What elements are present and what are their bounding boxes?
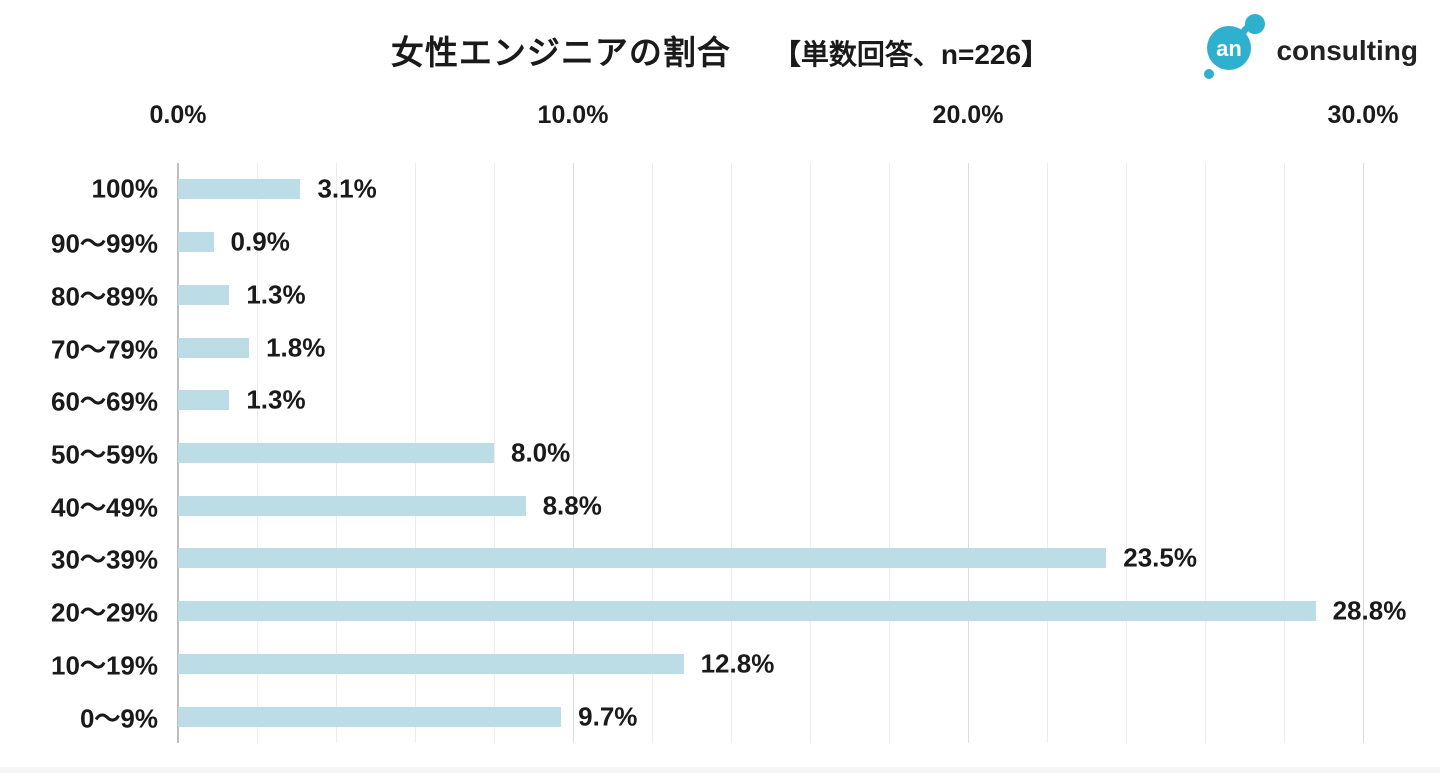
bar	[178, 653, 684, 674]
bar-value-label: 1.3%	[246, 384, 306, 415]
bar	[178, 443, 494, 463]
category-label: 40〜49%	[51, 492, 158, 523]
category-label: 70〜79%	[51, 334, 158, 365]
major-gridline	[1363, 163, 1364, 743]
x-tick-label: 20.0%	[932, 101, 1004, 129]
bar-value-label: 8.0%	[511, 437, 571, 468]
x-tick-label: 30.0%	[1327, 101, 1399, 129]
bar-value-label: 8.8%	[542, 490, 602, 521]
bar	[178, 495, 526, 516]
bar-value-label: 0.9%	[230, 226, 290, 257]
minor-gridline	[731, 163, 732, 743]
minor-gridline	[652, 163, 653, 743]
category-label: 0〜9%	[79, 703, 158, 734]
bar-value-label: 1.8%	[266, 332, 326, 363]
bar-value-label: 9.7%	[578, 701, 638, 732]
major-gridline	[968, 163, 969, 743]
bar	[178, 337, 250, 358]
category-label: 80〜89%	[51, 281, 158, 312]
category-label: 90〜99%	[51, 228, 158, 259]
an-logo-mark-icon: an	[1204, 14, 1266, 79]
bar-value-label: 1.3%	[246, 279, 306, 310]
category-label: 60〜69%	[51, 386, 158, 417]
bar	[178, 284, 230, 305]
x-tick-label: 10.0%	[537, 101, 609, 129]
chart-title-note: 【単数回答、n=226】	[772, 39, 1050, 70]
bottom-edge-strip	[0, 767, 1440, 773]
chart-title: 女性エンジニアの割合	[390, 34, 731, 71]
minor-gridline	[889, 163, 890, 743]
bar	[178, 390, 230, 411]
bar	[178, 548, 1107, 569]
minor-gridline	[810, 163, 811, 743]
category-label: 10〜19%	[51, 650, 158, 681]
category-label: 100%	[91, 173, 159, 204]
an-consulting-logo: an consulting	[1200, 8, 1418, 82]
minor-gridline	[1205, 163, 1206, 743]
major-gridline	[573, 163, 574, 743]
category-label: 30〜39%	[51, 544, 158, 575]
bar-value-label: 23.5%	[1123, 542, 1197, 573]
bar-value-label: 12.8%	[700, 648, 775, 679]
bar	[178, 601, 1316, 622]
an-logo-wordmark: consulting	[1276, 35, 1418, 66]
bar	[178, 706, 562, 727]
bar-value-label: 3.1%	[317, 173, 377, 204]
minor-gridline	[1047, 163, 1048, 743]
category-label: 20〜29%	[51, 597, 158, 628]
bar-value-label: 28.8%	[1332, 595, 1407, 626]
category-label: 50〜59%	[51, 439, 158, 470]
x-tick-label: 0.0%	[149, 101, 207, 129]
minor-gridline	[494, 163, 495, 743]
bar	[178, 179, 301, 200]
bar	[178, 232, 214, 253]
minor-gridline	[1284, 163, 1285, 743]
an-logo-mark-text: an	[1217, 36, 1243, 61]
chart-title-row: 女性エンジニアの割合 【単数回答、n=226】	[0, 26, 1440, 74]
minor-gridline	[1126, 163, 1127, 743]
